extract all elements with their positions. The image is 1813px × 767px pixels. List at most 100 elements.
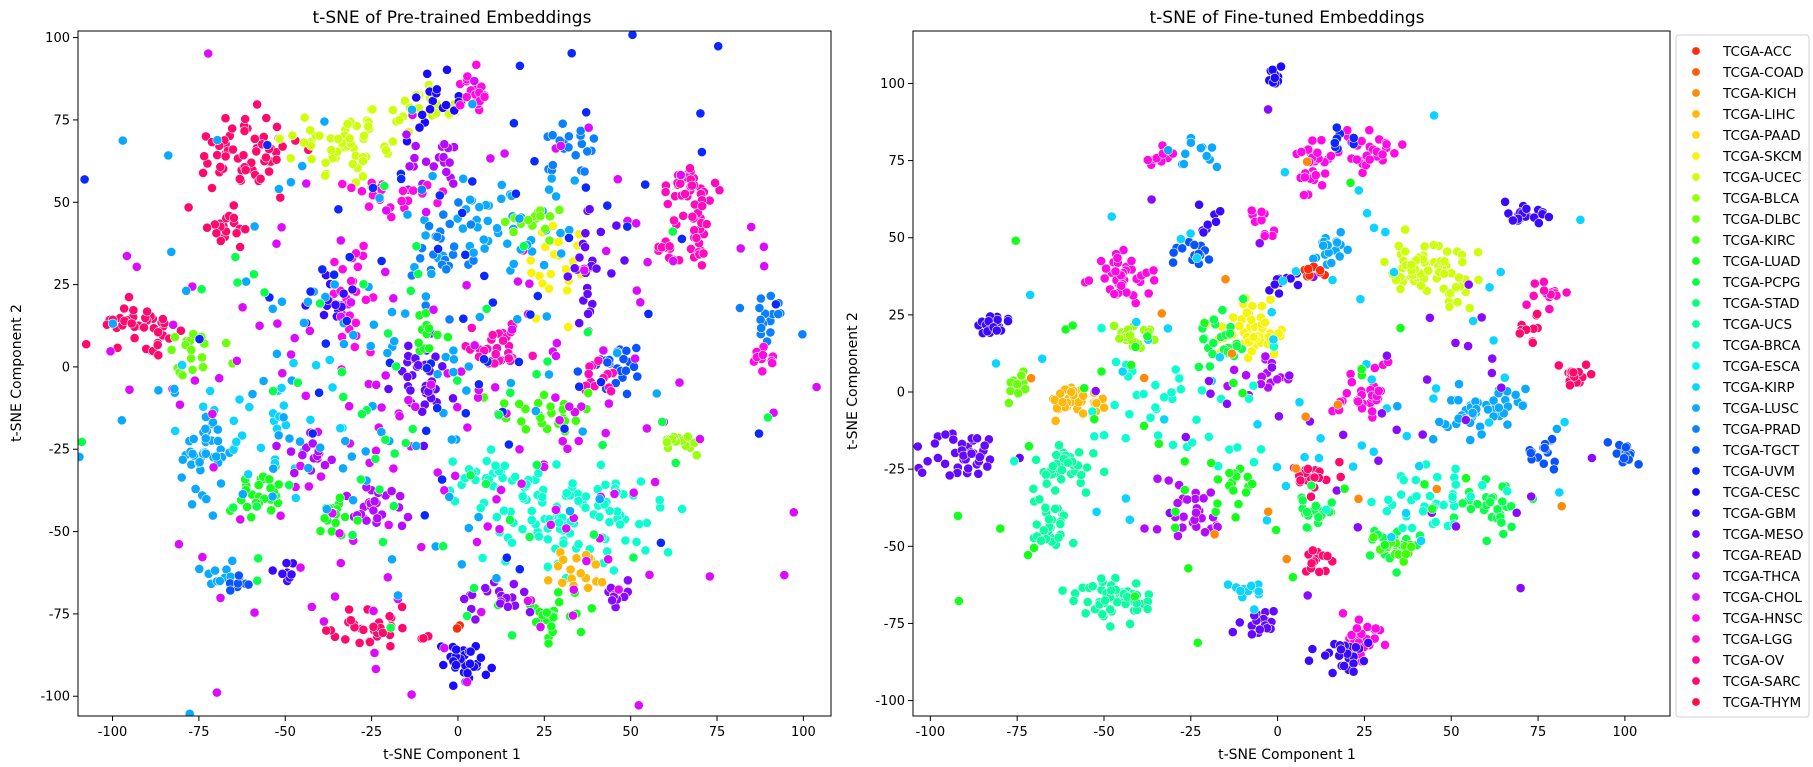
scatter-point <box>444 157 455 168</box>
scatter-point <box>455 100 466 111</box>
scatter-point <box>105 346 116 357</box>
scatter-point <box>424 323 434 334</box>
scatter-point <box>189 375 200 386</box>
scatter-point <box>1460 415 1471 425</box>
scatter-point <box>387 136 398 147</box>
scatter-point <box>1177 243 1188 254</box>
scatter-point <box>321 504 332 515</box>
y-tick-label: 75 <box>888 154 905 169</box>
scatter-point <box>249 221 260 232</box>
scatter-point <box>602 357 613 368</box>
scatter-point <box>763 412 773 423</box>
scatter-point <box>389 336 400 347</box>
scatter-point <box>346 182 357 193</box>
scatter-point <box>1254 238 1265 249</box>
scatter-point <box>1356 364 1367 375</box>
legend-marker <box>1691 445 1701 455</box>
scatter-point <box>457 207 468 218</box>
scatter-point <box>347 159 358 169</box>
scatter-point <box>1099 466 1110 477</box>
scatter-point <box>346 276 357 286</box>
scatter-point <box>664 241 675 252</box>
scatter-point <box>1431 484 1442 494</box>
scatter-point <box>486 663 497 673</box>
scatter-point <box>264 166 274 177</box>
scatter-point <box>1205 487 1216 498</box>
scatter-point <box>212 150 223 160</box>
scatter-point <box>1549 464 1559 475</box>
scatter-point <box>1234 617 1245 628</box>
scatter-point <box>415 253 426 264</box>
scatter-point <box>377 627 388 638</box>
scatter-point <box>208 462 219 473</box>
scatter-point <box>235 242 245 252</box>
legend-label: TCGA-SARC <box>1722 674 1800 690</box>
scatter-point <box>487 297 498 308</box>
scatter-point <box>221 338 232 348</box>
scatter-point <box>1342 244 1353 255</box>
legend-label: TCGA-UCEC <box>1722 170 1801 186</box>
scatter-point <box>593 355 604 366</box>
scatter-point <box>1382 506 1392 517</box>
scatter-point <box>1416 535 1426 546</box>
scatter-point <box>1400 246 1411 257</box>
scatter-point <box>1131 317 1142 327</box>
scatter-point <box>1010 235 1021 246</box>
scatter-point <box>631 343 642 353</box>
scatter-point <box>508 579 519 589</box>
scatter-point <box>913 441 923 452</box>
scatter-point <box>644 569 655 580</box>
scatter-point <box>380 370 391 381</box>
scatter-point <box>408 185 419 196</box>
scatter-point <box>1214 352 1225 363</box>
scatter-point <box>1050 415 1061 426</box>
scatter-point <box>555 140 566 151</box>
scatter-point <box>548 612 559 623</box>
scatter-point <box>367 104 378 115</box>
scatter-point <box>577 426 588 437</box>
scatter-point <box>501 552 512 563</box>
scatter-point <box>1249 604 1260 615</box>
scatter-point <box>481 303 492 314</box>
scatter-point <box>1302 590 1313 601</box>
scatter-point <box>1291 266 1301 277</box>
scatter-point <box>318 616 329 627</box>
scatter-point <box>1238 293 1249 304</box>
scatter-point <box>1067 320 1078 331</box>
scatter-point <box>472 537 482 547</box>
scatter-point <box>1231 341 1242 351</box>
scatter-point <box>460 249 471 260</box>
scatter-point <box>1520 383 1531 394</box>
scatter-point <box>1099 402 1109 413</box>
scatter-point <box>1012 379 1023 390</box>
scatter-point <box>1301 522 1312 533</box>
scatter-point <box>1395 284 1406 294</box>
legend-label: TCGA-BLCA <box>1722 191 1800 207</box>
scatter-point <box>358 240 369 251</box>
scatter-point <box>1419 479 1430 490</box>
scatter-point <box>451 644 462 655</box>
scatter-point <box>214 576 225 586</box>
legend-label: TCGA-OV <box>1722 653 1785 669</box>
scatter-point <box>524 278 535 289</box>
scatter-point <box>187 448 198 459</box>
scatter-point <box>1393 240 1404 251</box>
scatter-point <box>1304 655 1314 666</box>
scatter-point <box>1114 333 1125 344</box>
scatter-point <box>467 99 478 109</box>
scatter-point <box>523 214 533 225</box>
scatter-point <box>1143 288 1154 299</box>
scatter-point <box>1170 364 1181 375</box>
scatter-point <box>1346 630 1357 640</box>
scatter-point <box>1210 506 1221 517</box>
legend-marker <box>1691 109 1701 119</box>
scatter-point <box>713 41 724 52</box>
scatter-point <box>462 677 472 687</box>
scatter-point <box>1220 274 1231 285</box>
scatter-point <box>292 377 303 388</box>
scatter-point <box>1089 414 1100 425</box>
scatter-point <box>1097 609 1108 620</box>
legend-label: TCGA-PCPG <box>1722 275 1800 291</box>
scatter-point <box>157 314 168 324</box>
scatter-point <box>656 537 666 548</box>
